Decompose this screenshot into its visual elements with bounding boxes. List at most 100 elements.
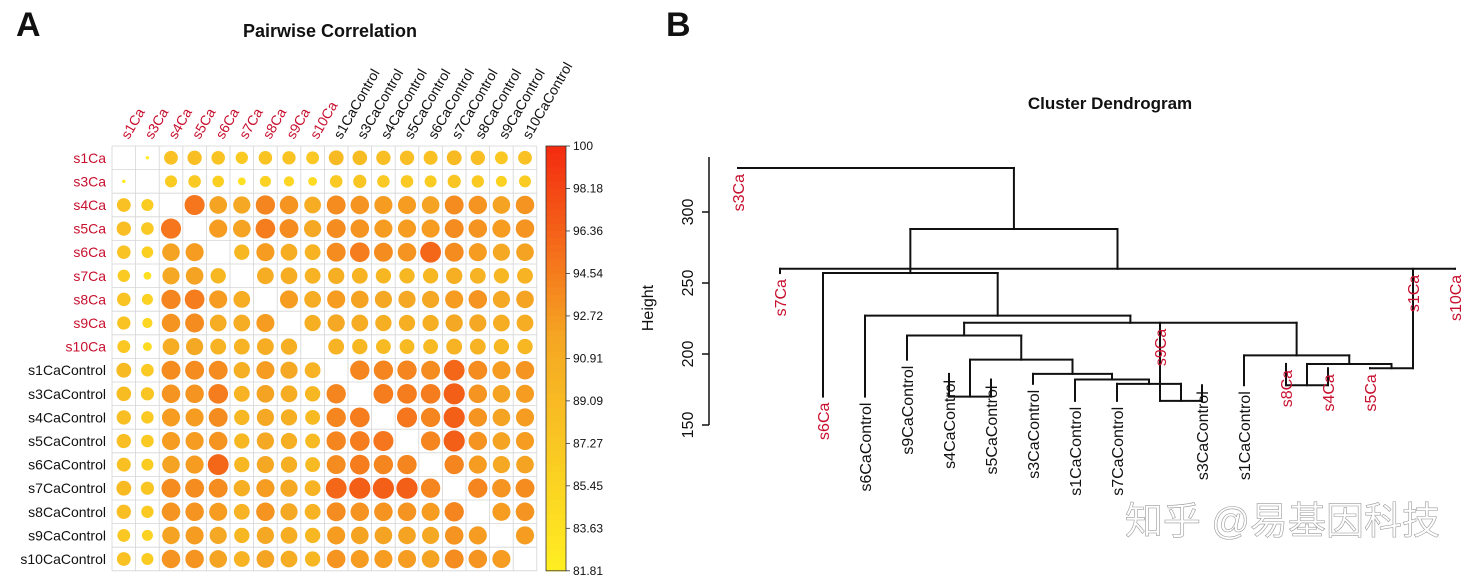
colorbar-band [546, 245, 566, 253]
heatmap-cell-s8CaControl-s6CaControl [421, 502, 440, 521]
colorbar-band [546, 471, 566, 480]
colorbar-band [546, 407, 566, 416]
heatmap-cell-s10Ca-s7CaControl [446, 338, 463, 355]
heatmap-cell-s8CaControl-s3Ca [141, 505, 154, 518]
heatmap-cell-s5CaControl-s5Ca [185, 431, 204, 451]
heatmap-cell-s3Ca-s1CaControl [329, 175, 343, 188]
y-axis-tick-label: 250 [680, 270, 697, 297]
heatmap-cell-s5Ca-s7Ca [232, 219, 251, 238]
column-label: s7Ca [236, 105, 266, 141]
heatmap-cell-s4Ca-s7CaControl [444, 195, 464, 215]
colorbar-band [546, 167, 566, 175]
heatmap-cell-s4Ca-s9CaControl [492, 196, 511, 214]
heatmap-cell-s5CaControl-s4Ca [161, 431, 181, 451]
colorbar-band [546, 400, 566, 409]
heatmap-cell-s4Ca-s3CaControl [350, 195, 370, 215]
heatmap-cell-s7CaControl-s7Ca [233, 480, 250, 497]
heatmap-cell-s10CaControl-s3Ca [141, 553, 154, 565]
panel-a-label: A [16, 6, 41, 44]
heatmap-cell-s4Ca-s8Ca [255, 195, 276, 215]
panel-b-label: B [666, 6, 691, 44]
heatmap-cell-s9Ca-s9CaControl [493, 314, 510, 332]
heatmap-cell-s3CaControl-s7Ca [233, 385, 250, 402]
heatmap-cell-s8CaControl-s9CaControl [492, 502, 511, 521]
heatmap-cell-s9CaControl-s5Ca [185, 526, 204, 545]
heatmap-cell-s1Ca-s4Ca [164, 150, 178, 165]
heatmap-cell-s4CaControl-s10Ca [305, 409, 321, 425]
heatmap-cell-s8Ca-s6Ca [209, 290, 228, 309]
leaf-label: s10Ca [1448, 275, 1465, 321]
heatmap-cell-s8CaControl-s1Ca [116, 504, 131, 519]
colorbar-band [546, 464, 566, 473]
heatmap-cell-s5Ca-s8Ca [255, 218, 276, 239]
colorbar-band [546, 507, 566, 515]
heatmap-cell-s6CaControl-s3CaControl [349, 454, 370, 475]
leaf-label: s9Ca [1153, 329, 1170, 366]
heatmap-cell-s4Ca-s1Ca [116, 198, 131, 212]
heatmap-cell-s1Ca-s4CaControl [376, 150, 391, 165]
heatmap-cell-s10Ca-s1CaControl [328, 338, 345, 355]
heatmap-cell-s3Ca-s7CaControl [447, 174, 461, 188]
heatmap-cell-s3Ca-s5CaControl [400, 175, 414, 188]
heatmap-cell-s8Ca-s7CaControl [445, 290, 464, 309]
colorbar-band [546, 238, 566, 246]
heatmap-cell-s3Ca-s9Ca [283, 176, 295, 187]
heatmap-cell-s7CaControl-s1Ca [116, 480, 132, 496]
heatmap-cell-s8Ca-s9Ca [279, 290, 299, 309]
heatmap-cell-s8Ca-s1CaControl [327, 290, 346, 309]
heatmap-cell-s7Ca-s8CaControl [469, 267, 486, 284]
heatmap-cell-s3CaControl-s8Ca [256, 384, 275, 403]
heatmap-cell-s9CaControl-s6CaControl [421, 526, 440, 545]
heatmap-cell-s9CaControl-s1Ca [117, 528, 131, 542]
heatmap-cell-s7Ca-s3CaControl [351, 267, 368, 284]
heatmap-cell-s6CaControl-s1CaControl [326, 455, 346, 475]
heatmap-cell-s3CaControl-s6CaControl [420, 383, 441, 404]
heatmap-cell-s6Ca-s7Ca [234, 244, 250, 260]
heatmap-cell-s9Ca-s10Ca [304, 314, 321, 332]
heatmap-cell-s1Ca-s7CaControl [446, 150, 462, 166]
colorbar-band [546, 478, 566, 487]
heatmap-cell-s3CaControl-s7CaControl [443, 383, 465, 405]
heatmap-cell-s9Ca-s10CaControl [516, 314, 534, 332]
dendrogram-y-axis-label: Height [640, 284, 657, 331]
heatmap-cell-s10Ca-s3CaControl [352, 338, 368, 355]
heatmap-cell-s8CaControl-s6Ca [209, 502, 228, 521]
heatmap-cell-s10CaControl-s9CaControl [492, 549, 511, 569]
leaf-label: s1CaControl [1237, 391, 1254, 480]
heatmap-cell-s5CaControl-s4CaControl [373, 430, 394, 452]
heatmap-cell-s4CaControl-s5Ca [185, 408, 204, 427]
heatmap-cell-s9CaControl-s7CaControl [444, 526, 464, 545]
heatmap-cell-s5Ca-s9Ca [279, 219, 299, 239]
heatmap-cell-s7CaControl-s10Ca [304, 480, 321, 497]
colorbar-band [546, 230, 566, 239]
heatmap-cell-s8Ca-s7Ca [233, 291, 251, 308]
row-label: s3CaControl [28, 386, 106, 402]
heatmap-cell-s7Ca-s6Ca [210, 268, 226, 284]
colorbar-band [546, 181, 566, 190]
heatmap-cell-s7Ca-s8Ca [257, 267, 274, 285]
row-label: s10Ca [66, 339, 107, 355]
colorbar-tick-label: 87.27 [573, 436, 603, 450]
colorbar-band [546, 429, 566, 437]
heatmap-cell-s6CaControl-s9CaControl [492, 455, 511, 474]
heatmap-cell-s7Ca-s9CaControl [493, 268, 510, 284]
heatmap-cell-s8CaControl-s4CaControl [374, 502, 393, 522]
heatmap-cell-s3CaControl-s5Ca [185, 384, 204, 404]
heatmap-cell-s6Ca-s8CaControl [468, 243, 487, 262]
heatmap-cell-s8Ca-s8CaControl [468, 290, 488, 309]
row-label: s3Ca [73, 173, 106, 189]
heatmap-cell-s1CaControl-s5Ca [185, 360, 205, 380]
heatmap-cell-s4Ca-s8CaControl [468, 195, 488, 215]
colorbar-band [546, 492, 566, 501]
colorbar-band [546, 379, 566, 388]
leaf-label: s6Ca [816, 403, 833, 440]
heatmap-cell-s1CaControl-s9Ca [280, 361, 298, 379]
heatmap-cell-s9Ca-s6Ca [209, 314, 227, 332]
heatmap-cell-s10Ca-s10CaControl [517, 338, 533, 355]
heatmap-cell-s10CaControl-s1CaControl [326, 549, 346, 569]
heatmap-cell-s4CaControl-s8CaControl [468, 408, 488, 427]
heatmap-cell-s8Ca-s1Ca [117, 292, 131, 307]
heatmap-cell-s5CaControl-s3CaControl [349, 431, 370, 451]
heatmap-cell-s1CaControl-s1Ca [116, 362, 132, 378]
heatmap-cell-s6Ca-s1Ca [117, 245, 131, 259]
